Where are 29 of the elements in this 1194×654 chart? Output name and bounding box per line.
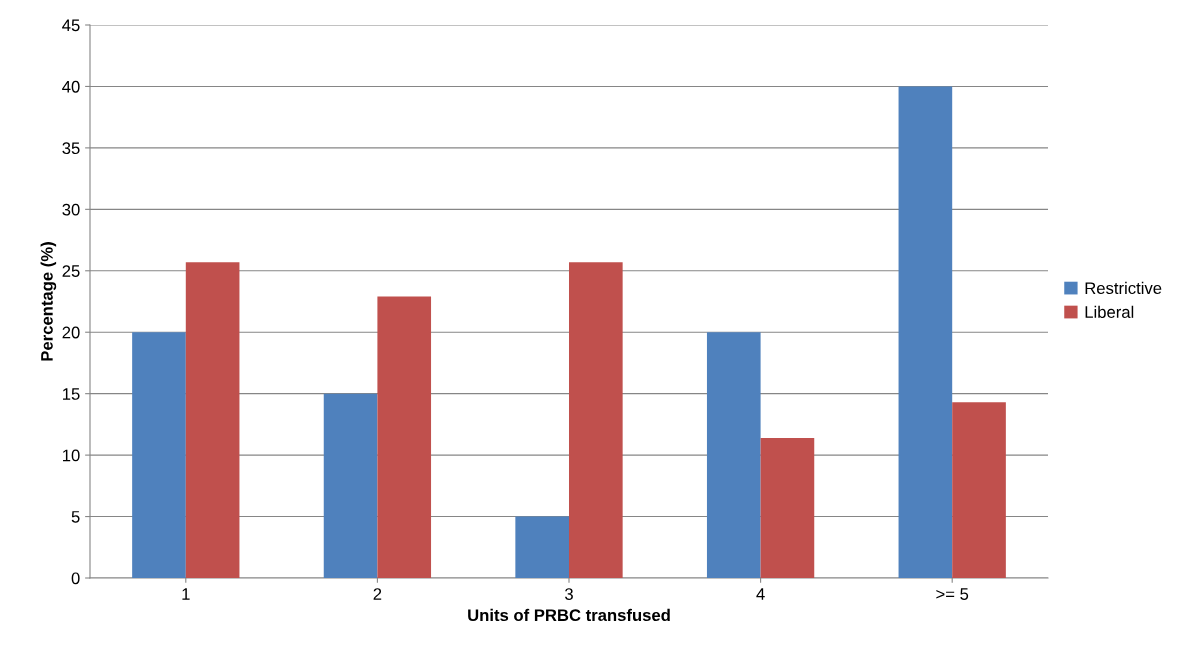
x-tick-label: 3 [565,588,573,600]
bar [706,332,761,578]
bar [898,86,953,578]
y-tick-label: 35 [62,142,80,155]
bar [569,262,623,578]
y-tick-label: 0 [71,572,80,585]
x-tick-label: 2 [373,588,382,600]
y-tick-label: 30 [62,203,80,216]
x-tick-label: 1 [182,588,190,600]
bar [760,437,815,578]
bar [952,402,1006,578]
y-tick-label: 5 [71,511,80,523]
y-tick-label: 45 [62,19,80,32]
bar [185,262,240,578]
y-tick-label: 10 [63,449,80,462]
x-axis-title: Units of PRBC transfused [468,608,670,622]
y-tick-label: 20 [62,326,80,339]
y-tick-label: 40 [62,80,80,93]
y-tick-label: 25 [62,265,80,277]
x-tick-label: 4 [756,588,765,600]
bar [515,516,569,578]
x-tick-label: >= 5 [936,588,969,600]
y-axis-title: Percentage (%) [40,242,57,361]
legend-label: Liberal [1085,305,1134,318]
y-tick-label: 15 [63,388,80,400]
bar [323,393,378,578]
bar [132,332,186,578]
legend-label: Restrictive [1085,281,1162,295]
bar [377,296,432,578]
